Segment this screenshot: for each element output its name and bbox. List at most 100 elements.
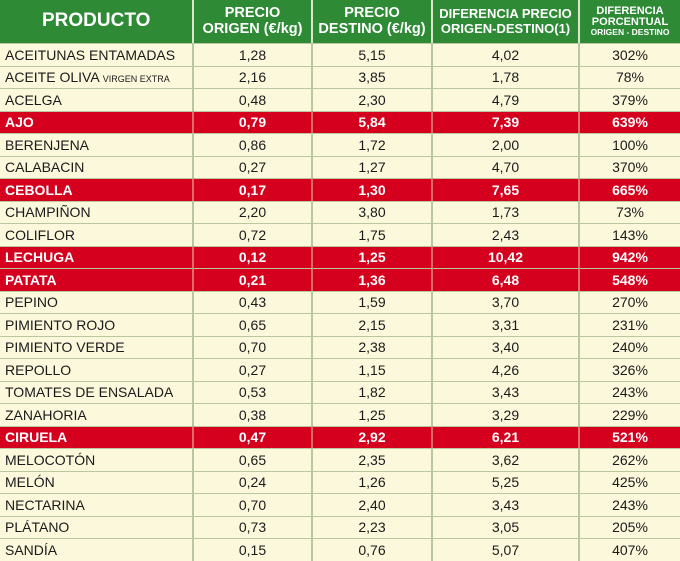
product-qualifier: VIRGEN EXTRA — [102, 74, 170, 85]
cell-precio-destino: 1,25 — [313, 245, 433, 268]
cell-porcentaje: 205% — [580, 515, 680, 538]
cell-precio-origen: 0,53 — [194, 380, 313, 403]
cell-diferencia: 4,26 — [433, 358, 580, 381]
cell-producto: ACEITUNAS ENTAMADAS — [0, 43, 194, 66]
cell-producto: CEBOLLA — [0, 178, 194, 201]
cell-precio-destino: 3,85 — [313, 65, 433, 88]
product-name: MELÓN — [5, 474, 55, 491]
cell-precio-destino: 2,38 — [313, 335, 433, 358]
product-name: CHAMPIÑON — [5, 204, 91, 221]
cell-producto: ACEITE OLIVA VIRGEN EXTRA — [0, 65, 194, 88]
header-destino-line1: PRECIO — [344, 4, 400, 21]
cell-porcentaje: 100% — [580, 133, 680, 156]
cell-producto: PLÁTANO — [0, 515, 194, 538]
cell-diferencia: 10,42 — [433, 245, 580, 268]
product-name: PIMIENTO ROJO — [5, 316, 116, 333]
cell-precio-origen: 0,47 — [194, 425, 313, 448]
cell-porcentaje: 665% — [580, 178, 680, 201]
table-row: PIMIENTO VERDE 0,70 2,38 3,40 240% — [0, 335, 680, 358]
cell-precio-destino: 2,40 — [313, 493, 433, 516]
cell-producto: TOMATES DE ENSALADA — [0, 380, 194, 403]
cell-precio-origen: 0,48 — [194, 88, 313, 111]
cell-porcentaje: 262% — [580, 448, 680, 471]
header-diff-line1: DIFERENCIA PRECIO — [439, 6, 572, 22]
product-name: COLIFLOR — [5, 226, 76, 243]
cell-diferencia: 3,70 — [433, 290, 580, 313]
cell-precio-origen: 0,86 — [194, 133, 313, 156]
cell-precio-destino: 3,80 — [313, 200, 433, 223]
table-row: ZANAHORIA 0,38 1,25 3,29 229% — [0, 403, 680, 426]
cell-producto: ACELGA — [0, 88, 194, 111]
cell-porcentaje: 370% — [580, 155, 680, 178]
cell-precio-origen: 2,20 — [194, 200, 313, 223]
table-row: ACEITUNAS ENTAMADAS 1,28 5,15 4,02 302% — [0, 43, 680, 66]
cell-precio-destino: 5,15 — [313, 43, 433, 66]
cell-producto: PIMIENTO ROJO — [0, 313, 194, 336]
cell-diferencia: 2,00 — [433, 133, 580, 156]
cell-precio-destino: 2,30 — [313, 88, 433, 111]
cell-precio-origen: 0,24 — [194, 470, 313, 493]
product-name: AJO — [5, 114, 34, 131]
cell-diferencia: 3,40 — [433, 335, 580, 358]
cell-producto: COLIFLOR — [0, 223, 194, 246]
product-name: NECTARINA — [5, 496, 85, 513]
cell-precio-origen: 0,70 — [194, 335, 313, 358]
cell-precio-origen: 0,65 — [194, 448, 313, 471]
cell-producto: CHAMPIÑON — [0, 200, 194, 223]
cell-producto: SANDÍA — [0, 538, 194, 561]
cell-precio-destino: 5,84 — [313, 110, 433, 133]
cell-diferencia: 3,43 — [433, 493, 580, 516]
cell-precio-destino: 1,36 — [313, 268, 433, 291]
table-body: ACEITUNAS ENTAMADAS 1,28 5,15 4,02 302% ACEIT… — [0, 43, 680, 561]
product-name: SANDÍA — [5, 541, 58, 558]
cell-porcentaje: 78% — [580, 65, 680, 88]
cell-producto: PEPINO — [0, 290, 194, 313]
cell-porcentaje: 407% — [580, 538, 680, 561]
table-row: CALABACIN 0,27 1,27 4,70 370% — [0, 155, 680, 178]
cell-precio-destino: 1,82 — [313, 380, 433, 403]
cell-porcentaje: 548% — [580, 268, 680, 291]
header-diferencia-porcentual: DIFERENCIA PORCENTUAL ORIGEN - DESTINO — [580, 0, 680, 43]
cell-diferencia: 7,39 — [433, 110, 580, 133]
cell-producto: CIRUELA — [0, 425, 194, 448]
cell-producto: PATATA — [0, 268, 194, 291]
header-precio-destino: PRECIO DESTINO (€/kg) — [313, 0, 433, 43]
cell-precio-origen: 1,28 — [194, 43, 313, 66]
product-name: PATATA — [5, 271, 57, 288]
cell-diferencia: 3,05 — [433, 515, 580, 538]
header-diff-line2: ORIGEN-DESTINO(1) — [440, 20, 571, 36]
cell-diferencia: 4,70 — [433, 155, 580, 178]
cell-precio-origen: 0,21 — [194, 268, 313, 291]
cell-diferencia: 7,65 — [433, 178, 580, 201]
cell-precio-origen: 2,16 — [194, 65, 313, 88]
cell-precio-origen: 0,70 — [194, 493, 313, 516]
table-row: NECTARINA 0,70 2,40 3,43 243% — [0, 493, 680, 516]
cell-precio-destino: 1,59 — [313, 290, 433, 313]
product-name: CALABACIN — [5, 159, 85, 176]
cell-precio-destino: 1,72 — [313, 133, 433, 156]
table-row: PATATA 0,21 1,36 6,48 548% — [0, 268, 680, 291]
cell-precio-origen: 0,72 — [194, 223, 313, 246]
cell-porcentaje: 240% — [580, 335, 680, 358]
table-row: LECHUGA 0,12 1,25 10,42 942% — [0, 245, 680, 268]
cell-porcentaje: 270% — [580, 290, 680, 313]
table-row: MELÓN 0,24 1,26 5,25 425% — [0, 470, 680, 493]
header-pct-line2: PORCENTUAL — [591, 16, 669, 29]
product-name: TOMATES DE ENSALADA — [5, 384, 174, 401]
cell-precio-destino: 2,92 — [313, 425, 433, 448]
cell-producto: MELÓN — [0, 470, 194, 493]
cell-porcentaje: 229% — [580, 403, 680, 426]
cell-precio-origen: 0,27 — [194, 358, 313, 381]
cell-precio-destino: 1,25 — [313, 403, 433, 426]
table-row: PIMIENTO ROJO 0,65 2,15 3,31 231% — [0, 313, 680, 336]
cell-porcentaje: 302% — [580, 43, 680, 66]
cell-porcentaje: 379% — [580, 88, 680, 111]
cell-precio-origen: 0,12 — [194, 245, 313, 268]
cell-diferencia: 5,25 — [433, 470, 580, 493]
table-row: CIRUELA 0,47 2,92 6,21 521% — [0, 425, 680, 448]
cell-diferencia: 6,48 — [433, 268, 580, 291]
product-name: LECHUGA — [5, 249, 75, 266]
cell-precio-destino: 1,30 — [313, 178, 433, 201]
cell-producto: NECTARINA — [0, 493, 194, 516]
